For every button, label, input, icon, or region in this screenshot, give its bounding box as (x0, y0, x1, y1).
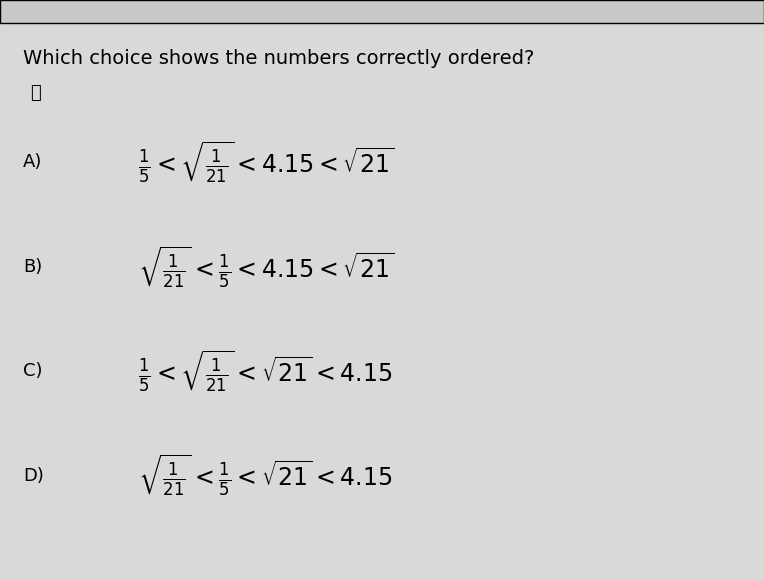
Text: C): C) (23, 362, 43, 380)
Text: Which choice shows the numbers correctly ordered?: Which choice shows the numbers correctly… (23, 49, 534, 68)
Text: $\sqrt{\frac{1}{21}} < \frac{1}{5} < \sqrt{21} < 4.15$: $\sqrt{\frac{1}{21}} < \frac{1}{5} < \sq… (138, 453, 392, 498)
Text: $\frac{1}{5} < \sqrt{\frac{1}{21}} < 4.15 < \sqrt{21}$: $\frac{1}{5} < \sqrt{\frac{1}{21}} < 4.1… (138, 140, 394, 185)
Text: 🔊: 🔊 (31, 84, 41, 102)
Text: D): D) (23, 466, 44, 485)
Text: A): A) (23, 153, 42, 172)
Text: $\sqrt{\frac{1}{21}} < \frac{1}{5} < 4.15 < \sqrt{21}$: $\sqrt{\frac{1}{21}} < \frac{1}{5} < 4.1… (138, 244, 394, 289)
FancyBboxPatch shape (0, 0, 764, 23)
Text: $\frac{1}{5} < \sqrt{\frac{1}{21}} < \sqrt{21} < 4.15$: $\frac{1}{5} < \sqrt{\frac{1}{21}} < \sq… (138, 349, 392, 394)
Text: B): B) (23, 258, 42, 276)
